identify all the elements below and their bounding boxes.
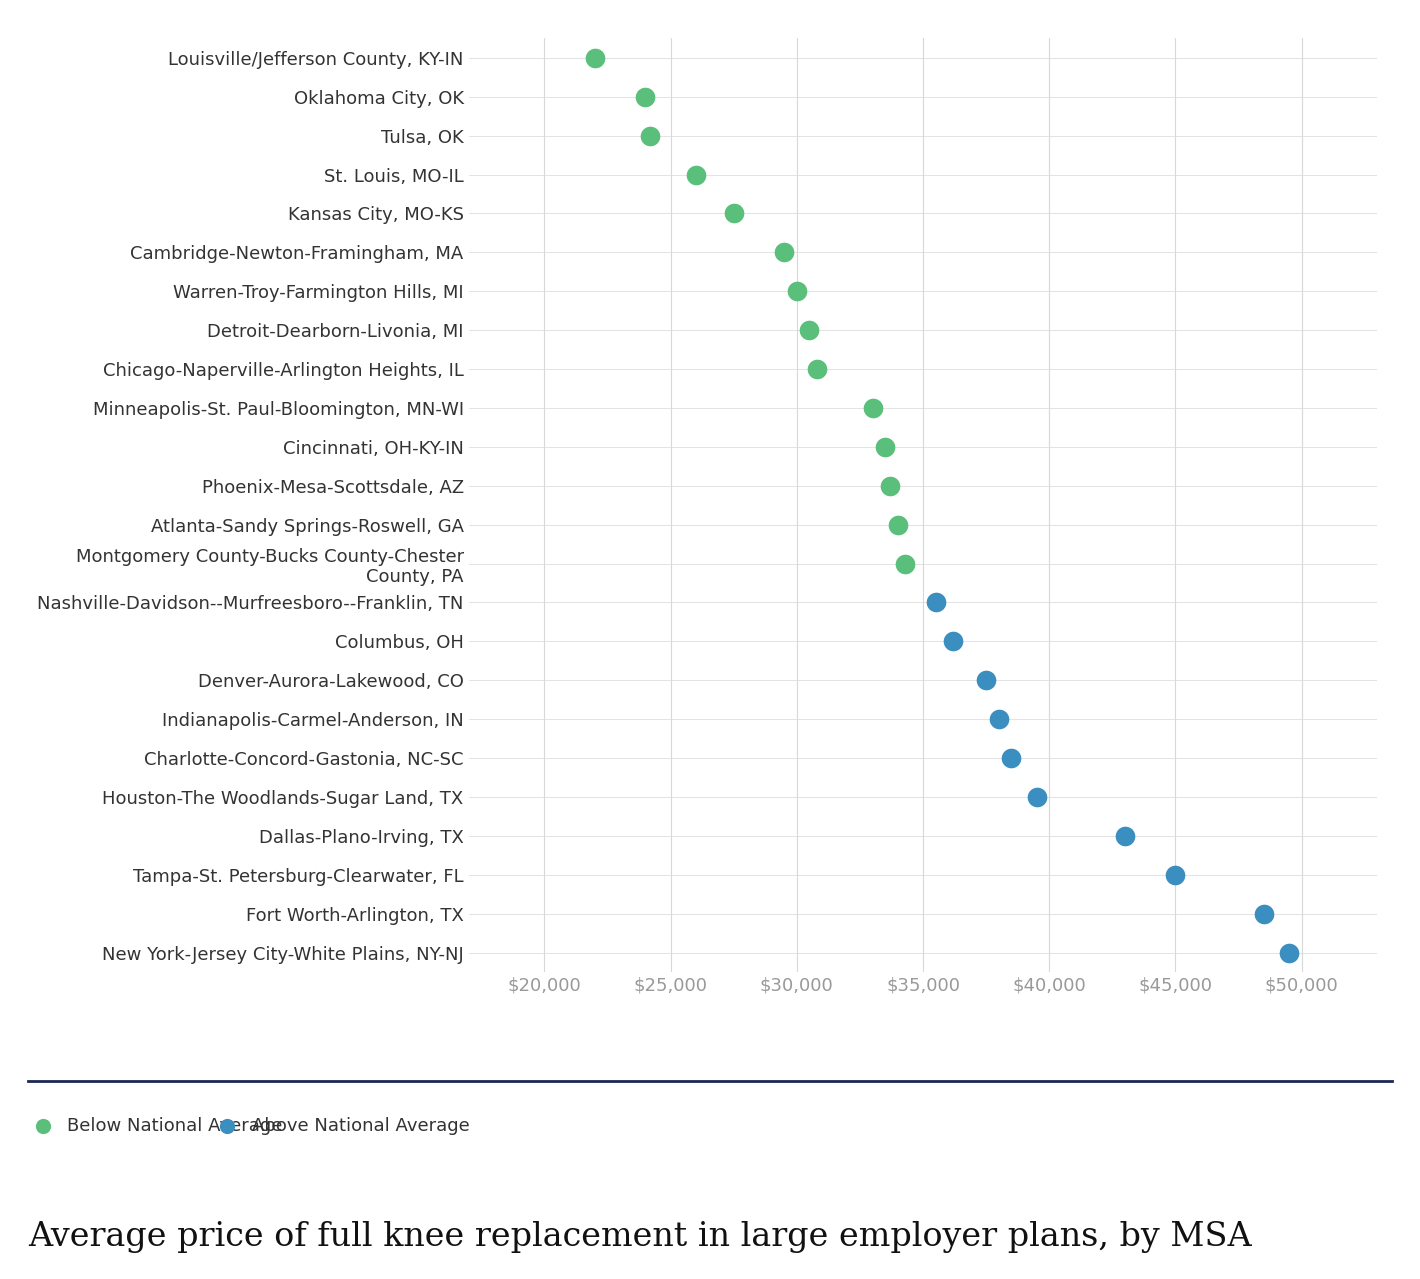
Text: Above National Average: Above National Average — [253, 1117, 470, 1134]
Point — [879, 476, 902, 496]
Point — [639, 125, 662, 146]
Point — [1000, 748, 1022, 769]
Point — [1025, 787, 1048, 807]
Point — [1113, 826, 1136, 847]
Point — [1164, 865, 1187, 885]
Point — [941, 631, 964, 651]
Point — [873, 436, 896, 457]
Point — [723, 203, 746, 224]
Point — [895, 554, 917, 574]
Point — [684, 164, 707, 184]
Point — [924, 592, 947, 613]
Point — [584, 47, 606, 68]
Text: Average price of full knee replacement in large employer plans, by MSA: Average price of full knee replacement i… — [28, 1221, 1252, 1253]
Point — [1278, 943, 1301, 963]
Point — [798, 320, 821, 340]
Point — [987, 709, 1010, 729]
Point — [772, 242, 795, 262]
Point — [861, 398, 883, 418]
Point — [633, 87, 656, 107]
Point — [805, 359, 828, 380]
Point — [974, 670, 997, 691]
Point — [501, 883, 524, 903]
Point — [785, 281, 808, 302]
Point — [1252, 903, 1275, 923]
Text: Below National Average: Below National Average — [68, 1117, 283, 1134]
Point — [886, 514, 909, 535]
